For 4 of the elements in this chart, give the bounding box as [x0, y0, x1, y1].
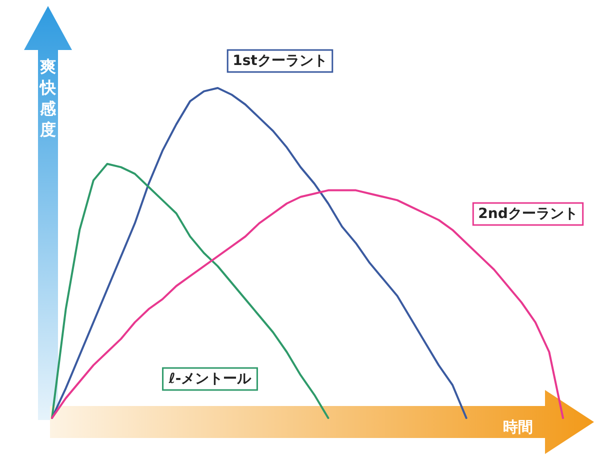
series-label: 1stクーラント [232, 53, 328, 69]
series-label: 2ndクーラント [478, 206, 578, 222]
xlabel: 時間 [503, 418, 533, 436]
ylabel: 爽快感度 [40, 57, 56, 139]
